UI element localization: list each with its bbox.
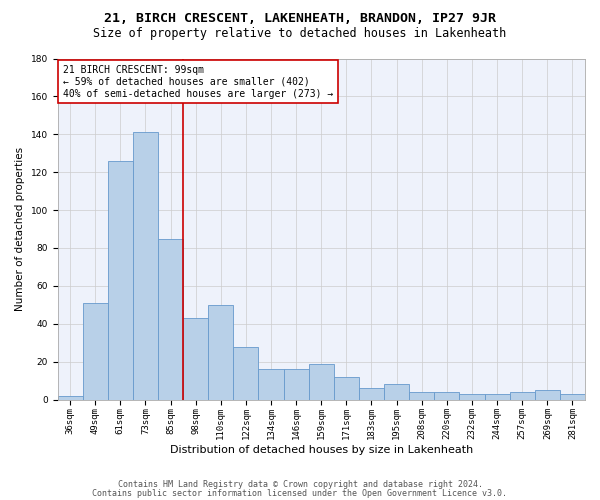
Bar bbox=[284, 369, 309, 400]
Bar bbox=[309, 364, 334, 400]
Text: Contains HM Land Registry data © Crown copyright and database right 2024.: Contains HM Land Registry data © Crown c… bbox=[118, 480, 482, 489]
Bar bbox=[485, 394, 509, 400]
Bar bbox=[384, 384, 409, 400]
Bar bbox=[460, 394, 485, 400]
Bar bbox=[108, 161, 133, 400]
Bar bbox=[259, 369, 284, 400]
Bar bbox=[434, 392, 460, 400]
Bar bbox=[233, 346, 259, 400]
Bar bbox=[334, 377, 359, 400]
Bar bbox=[535, 390, 560, 400]
Text: Size of property relative to detached houses in Lakenheath: Size of property relative to detached ho… bbox=[94, 28, 506, 40]
Text: 21, BIRCH CRESCENT, LAKENHEATH, BRANDON, IP27 9JR: 21, BIRCH CRESCENT, LAKENHEATH, BRANDON,… bbox=[104, 12, 496, 26]
Text: 21 BIRCH CRESCENT: 99sqm
← 59% of detached houses are smaller (402)
40% of semi-: 21 BIRCH CRESCENT: 99sqm ← 59% of detach… bbox=[63, 66, 333, 98]
Bar bbox=[560, 394, 585, 400]
Bar bbox=[359, 388, 384, 400]
Bar bbox=[409, 392, 434, 400]
Y-axis label: Number of detached properties: Number of detached properties bbox=[15, 147, 25, 311]
Bar bbox=[158, 238, 183, 400]
Bar bbox=[133, 132, 158, 400]
Text: Contains public sector information licensed under the Open Government Licence v3: Contains public sector information licen… bbox=[92, 488, 508, 498]
Bar bbox=[208, 305, 233, 400]
Bar bbox=[58, 396, 83, 400]
Bar bbox=[83, 303, 108, 400]
Bar bbox=[183, 318, 208, 400]
X-axis label: Distribution of detached houses by size in Lakenheath: Distribution of detached houses by size … bbox=[170, 445, 473, 455]
Bar bbox=[509, 392, 535, 400]
